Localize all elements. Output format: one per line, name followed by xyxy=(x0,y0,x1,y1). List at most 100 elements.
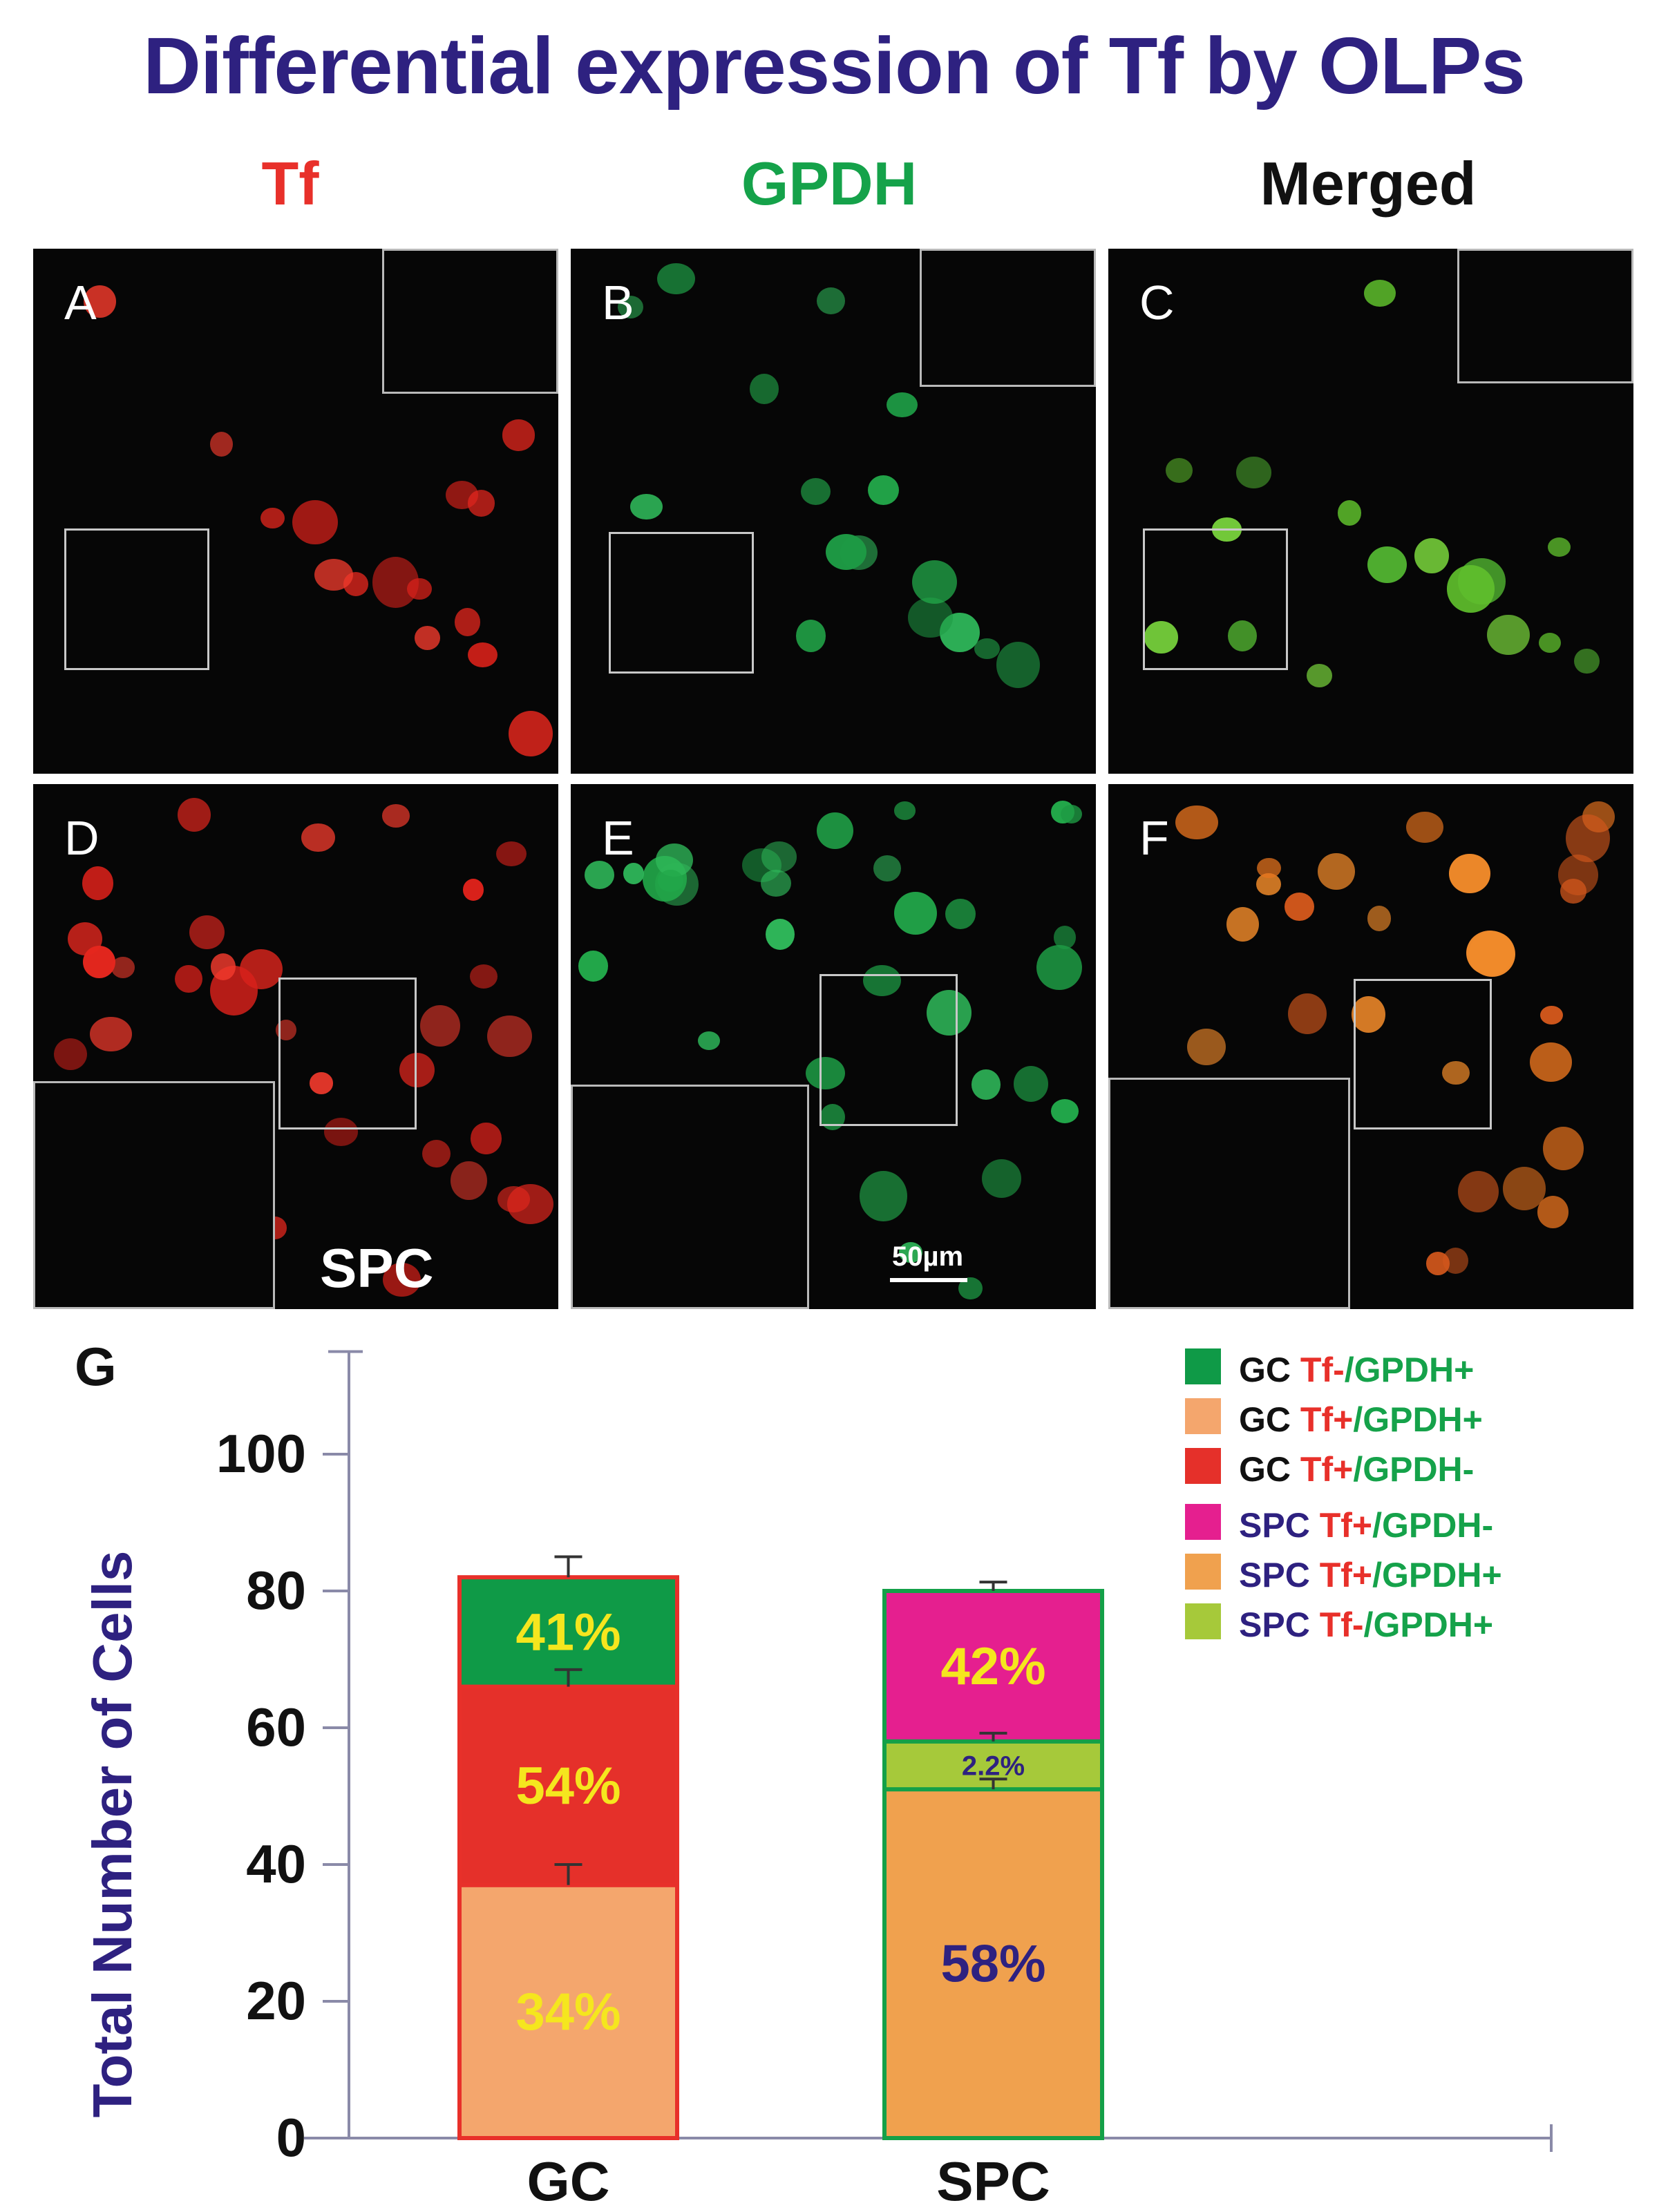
micrograph-panel-c: C xyxy=(1108,249,1633,774)
legend-entry: GC Tf+/GPDH- xyxy=(1239,1450,1474,1489)
cell-blob xyxy=(801,477,831,505)
cell-blob xyxy=(1061,804,1082,823)
bar-segment xyxy=(457,1882,679,2140)
selection-box xyxy=(609,532,754,674)
cell-blob xyxy=(399,1053,435,1088)
cell-blob xyxy=(1458,1171,1499,1213)
cell-blob xyxy=(1036,944,1082,990)
cell-blob xyxy=(805,1056,846,1090)
cell-blob xyxy=(1574,648,1600,674)
cell-blob xyxy=(1538,632,1561,653)
cell-blob xyxy=(1226,907,1259,942)
cell-blob xyxy=(487,1015,532,1058)
legend-entry: SPC Tf+/GPDH- xyxy=(1239,1506,1493,1545)
micrograph-panel-f: F xyxy=(1108,784,1633,1309)
cell-blob xyxy=(1306,664,1332,687)
cell-blob xyxy=(463,879,484,901)
data-label: 34% xyxy=(515,1983,620,2041)
selection-box xyxy=(278,978,417,1129)
data-label: 2.2% xyxy=(962,1751,1025,1781)
panel-label: F xyxy=(1139,811,1169,865)
legend-entry: SPC Tf+/GPDH+ xyxy=(1239,1556,1502,1594)
cell-blob xyxy=(873,855,901,882)
cell-blob xyxy=(469,964,497,989)
legend-entry: SPC Tf-/GPDH+ xyxy=(1239,1605,1493,1644)
micrograph-panel-b: B xyxy=(571,249,1096,774)
legend-swatch xyxy=(1185,1554,1221,1590)
cell-blob xyxy=(868,475,900,506)
cell-blob xyxy=(1337,499,1362,526)
column-header-merged: Merged xyxy=(1260,149,1477,218)
cell-blob xyxy=(323,1117,359,1146)
cell-blob xyxy=(292,500,338,544)
cell-blob xyxy=(859,1170,907,1222)
cell-blob xyxy=(658,869,684,893)
micrograph-panel-e: E 50µm xyxy=(571,784,1096,1309)
zoom-inset xyxy=(1457,249,1633,383)
selection-box xyxy=(1354,979,1492,1129)
cell-blob xyxy=(697,1031,721,1051)
scale-bar xyxy=(890,1278,967,1282)
cell-blob xyxy=(863,964,902,997)
cell-blob xyxy=(175,964,202,993)
cell-blob xyxy=(422,1140,451,1168)
zoom-inset xyxy=(571,1085,809,1309)
column-header-tf: Tf xyxy=(261,149,319,218)
cell-blob xyxy=(497,1185,530,1213)
cell-blob xyxy=(795,620,826,653)
cell-blob xyxy=(1175,805,1218,840)
legend-swatch xyxy=(1185,1398,1221,1434)
x-category-label: SPC xyxy=(936,2151,1050,2211)
cell-blob xyxy=(657,263,696,295)
y-tick-label: 0 xyxy=(276,2107,306,2168)
cell-blob xyxy=(907,598,954,638)
micrograph-panel-d: D SPC xyxy=(33,784,558,1309)
cell-blob xyxy=(84,285,116,318)
cell-blob xyxy=(898,1242,922,1263)
cell-blob xyxy=(578,951,608,982)
cell-blob xyxy=(1547,537,1571,557)
x-category-label: GC xyxy=(527,2151,610,2211)
figure-title: Differential expression of Tf by OLPs xyxy=(143,21,1526,111)
selection-box xyxy=(819,974,958,1126)
cell-blob xyxy=(1529,1042,1573,1082)
bar-segment xyxy=(457,1684,679,1887)
cell-blob xyxy=(1442,1247,1469,1274)
cell-blob xyxy=(82,945,116,979)
panel-label: A xyxy=(64,276,97,330)
cell-blob xyxy=(1446,564,1495,613)
cell-blob xyxy=(585,860,615,889)
cell-blob xyxy=(420,1005,461,1047)
cell-blob xyxy=(1236,457,1271,488)
cell-blob xyxy=(508,710,553,756)
cell-blob xyxy=(1537,1196,1569,1229)
bar-segment xyxy=(882,1589,1104,1744)
cell-blob xyxy=(825,533,867,571)
cell-blob xyxy=(749,374,779,404)
zoom-inset xyxy=(1108,1078,1350,1309)
legend-entry: GC Tf-/GPDH+ xyxy=(1239,1351,1474,1389)
cell-blob xyxy=(189,915,225,950)
cell-blob xyxy=(972,1069,1001,1100)
cell-blob xyxy=(761,841,797,873)
cell-blob xyxy=(1367,546,1408,584)
cell-blob xyxy=(471,1123,502,1154)
cell-blob xyxy=(912,560,958,604)
cell-blob xyxy=(372,557,419,608)
cell-blob xyxy=(1560,879,1586,904)
panel-label: B xyxy=(602,276,634,330)
cell-blob xyxy=(981,1159,1022,1199)
cell-blob xyxy=(1050,1098,1079,1123)
panel-label: D xyxy=(64,811,99,865)
cell-blob xyxy=(90,1017,132,1051)
cell-blob xyxy=(1405,811,1443,843)
cell-blob xyxy=(455,608,481,636)
cell-blob xyxy=(630,493,663,519)
bar-segment xyxy=(882,1739,1104,1792)
y-tick-label: 60 xyxy=(246,1697,306,1757)
data-label: 54% xyxy=(515,1757,620,1815)
selection-box xyxy=(64,528,209,670)
cell-blob xyxy=(382,804,410,828)
stacked-bar-chart: G Total Number of Cells 0 20 40 60 80 100 34%… xyxy=(75,1336,1553,2211)
legend-swatch xyxy=(1185,1348,1221,1384)
